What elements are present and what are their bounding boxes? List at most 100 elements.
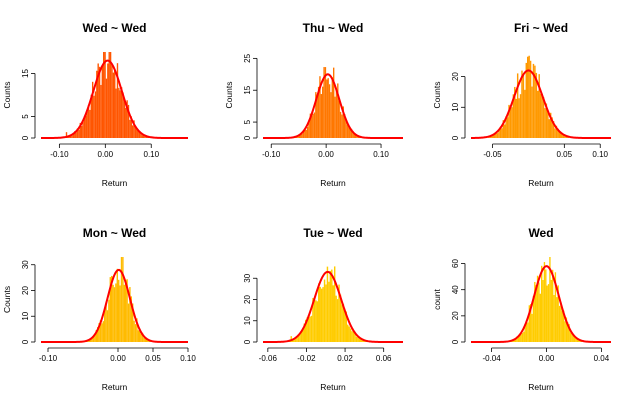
y-tick-label: 10	[243, 316, 252, 325]
y-tick-label: 10	[21, 311, 30, 320]
x-tick-label: 0.10	[373, 150, 389, 159]
histogram-bar	[542, 96, 545, 138]
chart-title: Fri ~ Wed	[514, 21, 568, 35]
histogram-bar	[527, 56, 529, 139]
histogram-bar	[65, 132, 68, 138]
histogram-bar	[573, 336, 576, 342]
histogram-bar	[530, 304, 532, 342]
histogram-bar	[495, 132, 497, 138]
histogram-bar	[541, 265, 543, 342]
histogram-bar	[336, 299, 339, 342]
histogram-bar	[319, 286, 321, 342]
histogram-bar	[331, 269, 333, 342]
histogram-bar	[531, 86, 533, 138]
histogram-bar	[300, 134, 302, 138]
y-tick-label: 15	[243, 85, 252, 94]
histogram-bar	[303, 323, 305, 342]
histogram-bar	[561, 133, 563, 138]
histogram-bar	[328, 281, 330, 342]
histogram-bar	[338, 284, 340, 342]
histogram-bar	[118, 87, 120, 138]
histogram-bar	[498, 129, 500, 138]
histogram-bar	[312, 113, 314, 138]
histogram-bar	[324, 67, 327, 138]
y-axis-label: Counts	[2, 286, 12, 313]
histogram-bar	[94, 91, 97, 138]
histogram-bar	[560, 132, 562, 138]
histogram-bar	[515, 98, 517, 138]
y-tick-label: 20	[451, 72, 460, 81]
histogram-bar	[506, 117, 509, 138]
x-tick-label: -0.02	[297, 354, 316, 363]
histogram-bar	[90, 94, 92, 138]
x-axis-label: Return	[320, 382, 346, 392]
density-curve	[470, 69, 611, 139]
histogram-bar	[123, 284, 125, 342]
y-tick-label: 10	[451, 102, 460, 111]
histogram-bar	[108, 299, 110, 342]
y-tick-label: 40	[451, 285, 460, 294]
histogram-bar	[516, 73, 519, 138]
histogram-bar	[354, 331, 356, 342]
histogram-bar	[137, 129, 139, 138]
histogram-bar	[326, 79, 328, 138]
histogram-bar	[339, 111, 342, 138]
histogram-bars	[488, 55, 569, 139]
histogram-bar	[542, 279, 544, 342]
histogram-bar	[85, 115, 87, 138]
y-tick-label: 20	[21, 286, 30, 295]
y-tick-label: 0	[21, 339, 30, 344]
y-tick-label: 20	[451, 311, 460, 320]
x-axis-label: Return	[528, 382, 554, 392]
histogram-bar	[327, 78, 329, 138]
y-tick-label: 0	[21, 135, 30, 140]
histogram-bar	[572, 335, 574, 342]
x-tick-label: 0.10	[180, 354, 196, 363]
y-tick-label: 5	[21, 114, 30, 119]
histogram-bar	[524, 89, 526, 138]
histogram-bar	[348, 326, 350, 342]
histogram-bar	[316, 301, 319, 342]
density-curve	[263, 270, 403, 343]
histogram-bar	[125, 280, 127, 342]
histogram-bar	[564, 321, 566, 342]
histogram-bar	[517, 337, 520, 342]
histogram-bar	[557, 128, 559, 138]
histogram-bar	[112, 72, 115, 138]
histogram-bar	[129, 287, 131, 342]
histogram-bar	[527, 322, 529, 342]
histogram-bar	[330, 92, 332, 138]
histogram-bar	[354, 134, 357, 138]
histogram-bar	[76, 128, 79, 138]
histogram-bar	[529, 60, 532, 138]
histogram-bar	[547, 284, 550, 342]
histogram-bar	[120, 87, 123, 138]
histogram-bar	[538, 74, 540, 138]
histogram-bar	[550, 279, 552, 342]
histogram-bar	[323, 279, 326, 342]
histogram-bar	[339, 294, 342, 342]
histogram-bar	[99, 320, 102, 342]
histogram-bar	[349, 328, 352, 342]
x-tick-label: 0.00	[110, 354, 126, 363]
histogram-bar	[86, 111, 88, 138]
histogram-bar	[491, 135, 493, 138]
histogram-bar	[298, 134, 301, 138]
density-curve	[471, 265, 611, 343]
histogram-bar	[104, 52, 106, 138]
y-tick-label: 60	[451, 259, 460, 268]
y-tick-label: 0	[451, 339, 460, 344]
histogram-bar	[317, 86, 320, 138]
histogram-bar	[553, 295, 555, 342]
histogram-bar	[351, 331, 353, 342]
histogram-bar	[575, 337, 577, 342]
y-tick-label: 30	[21, 260, 30, 269]
histogram-bar	[541, 93, 543, 138]
histogram-bar	[534, 65, 536, 138]
histogram-bar	[145, 136, 148, 138]
histogram-bar	[131, 125, 134, 138]
histogram-bar	[139, 331, 141, 342]
histogram-bar	[144, 135, 146, 138]
x-tick-label: 0.05	[145, 354, 161, 363]
x-tick-label: 0.10	[592, 150, 608, 159]
